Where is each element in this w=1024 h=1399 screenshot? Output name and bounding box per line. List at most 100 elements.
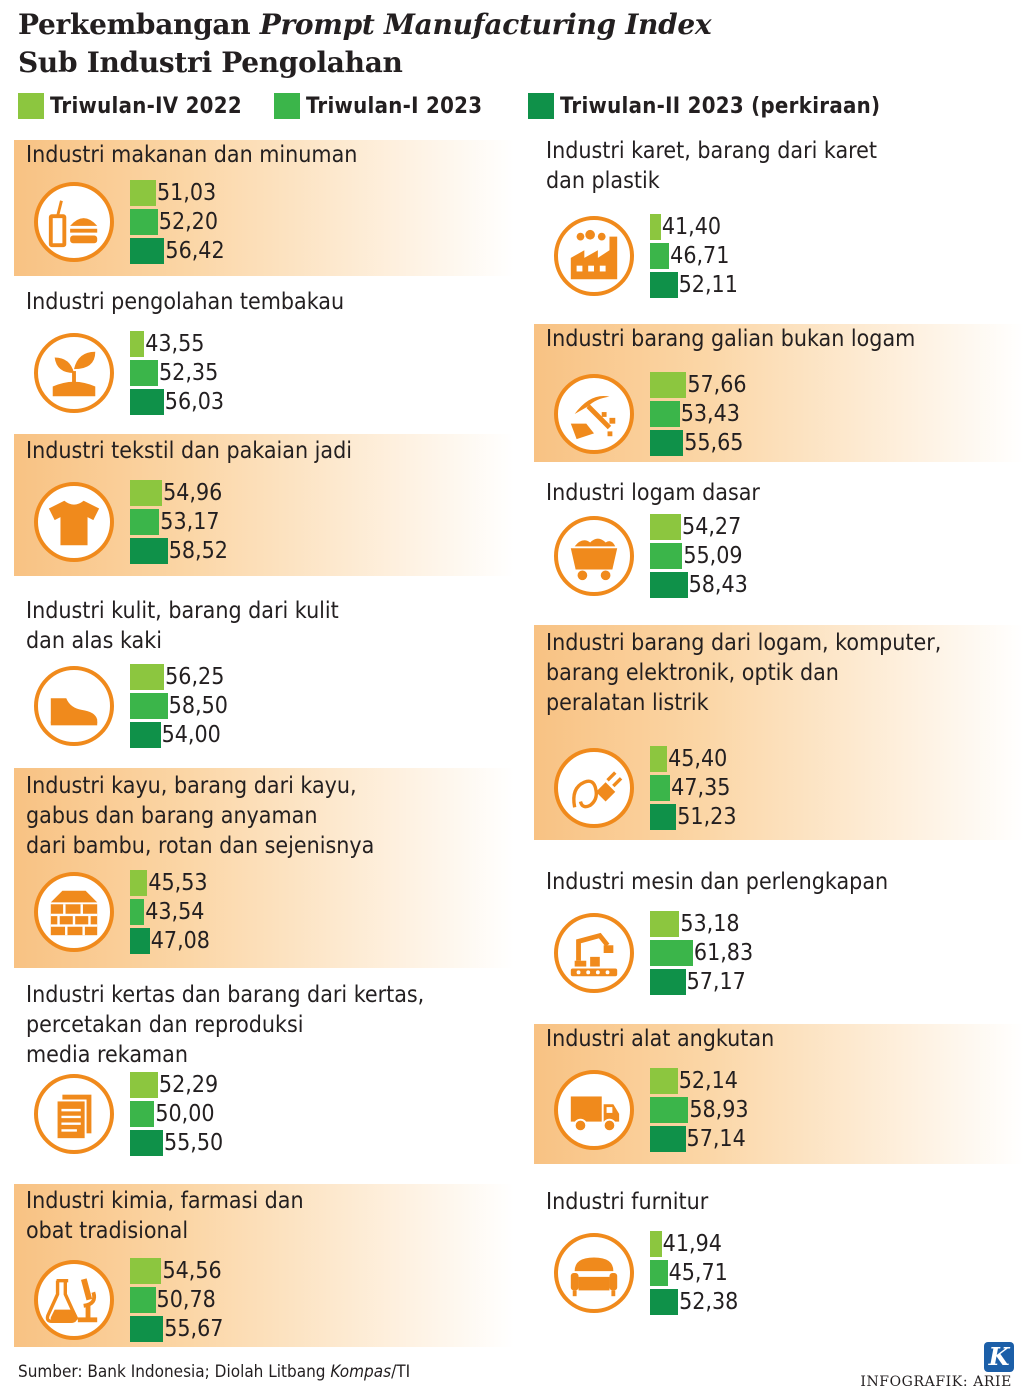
bar-q1_2023 [650, 1097, 689, 1123]
bar-value-label: 58,50 [168, 693, 228, 719]
legend-swatch [528, 93, 554, 119]
bar-q2_2023 [130, 389, 164, 415]
chart-title: Perkembangan Prompt Manufacturing Index S… [18, 8, 712, 79]
bar-value-label: 52,14 [678, 1068, 738, 1094]
bar-q1_2023 [130, 209, 158, 235]
legend-item-q1-2023: Triwulan-I 2023 [274, 92, 482, 120]
panel-title: Industri barang galian bukan logam [546, 326, 916, 352]
panel-title: Industri kulit, barang dari kulit dan al… [26, 598, 339, 654]
bar-q4_2022 [130, 180, 156, 206]
bar-q4_2022 [650, 1231, 662, 1257]
legend-swatch [274, 93, 300, 119]
bar-value-label: 47,08 [150, 928, 210, 954]
bar-value-label: 46,71 [670, 243, 730, 269]
bar-q1_2023 [130, 1287, 156, 1313]
plant-icon [34, 333, 114, 413]
bar-value-label: 53,18 [680, 911, 740, 937]
legend-item-q4-2022: Triwulan-IV 2022 [18, 92, 242, 120]
bar-value-label: 57,66 [687, 372, 747, 398]
bar-value-label: 45,40 [668, 746, 728, 772]
panel-title: Industri makanan dan minuman [26, 142, 358, 168]
bar-value-label: 53,17 [160, 509, 220, 535]
panel-title: Industri kimia, farmasi dan obat tradisi… [26, 1188, 304, 1244]
panel-title: Industri karet, barang dari karet dan pl… [546, 138, 877, 194]
bar-value-label: 52,29 [158, 1072, 219, 1098]
bar-q2_2023 [650, 969, 686, 995]
bar-q1_2023 [130, 1101, 155, 1127]
panel-title: Industri barang dari logam, komputer, ba… [546, 630, 942, 716]
panel-title: Industri kayu, barang dari kayu, gabus d… [26, 773, 375, 859]
legend-item-q2-2023: Triwulan-II 2023 (perkiraan) [528, 92, 880, 120]
bar-value-label: 45,53 [148, 870, 208, 896]
bar-value-label: 43,55 [145, 331, 205, 357]
bar-q1_2023 [650, 940, 693, 966]
robot-arm-icon [554, 913, 634, 993]
bar-value-label: 55,67 [164, 1316, 224, 1342]
factory-icon [554, 216, 634, 296]
bar-q4_2022 [650, 746, 668, 772]
bar-value-label: 56,03 [164, 389, 225, 415]
bar-value-label: 54,56 [162, 1258, 222, 1284]
legend-swatch [18, 93, 44, 119]
legend-label: Triwulan-I 2023 [306, 93, 483, 119]
bar-q2_2023 [650, 1289, 679, 1315]
bar-q4_2022 [130, 664, 165, 690]
bar-q4_2022 [650, 514, 682, 540]
bar-q2_2023 [650, 1126, 686, 1152]
bar-q4_2022 [130, 1072, 158, 1098]
tshirt-icon [34, 482, 114, 562]
bar-value-label: 41,40 [661, 214, 722, 240]
mine-cart-icon [554, 516, 634, 596]
bar-q4_2022 [130, 870, 148, 896]
panel-title: Industri mesin dan perlengkapan [546, 869, 889, 895]
bar-value-label: 51,23 [677, 804, 737, 830]
sofa-icon [554, 1233, 634, 1313]
bar-value-label: 52,35 [159, 360, 219, 386]
bar-value-label: 47,35 [671, 775, 731, 801]
chemistry-icon [34, 1260, 114, 1340]
bar-q2_2023 [130, 238, 165, 264]
bar-value-label: 58,52 [168, 538, 228, 564]
bar-value-label: 57,17 [686, 969, 746, 995]
bar-q2_2023 [130, 1130, 163, 1156]
bar-q4_2022 [650, 911, 680, 937]
bar-value-label: 54,00 [161, 722, 221, 748]
bar-q4_2022 [650, 1068, 678, 1094]
plug-icon [554, 748, 634, 828]
bar-q4_2022 [650, 372, 687, 398]
bar-value-label: 55,65 [684, 430, 744, 456]
food-drink-icon [34, 182, 114, 262]
panel-title: Industri alat angkutan [546, 1026, 775, 1052]
panel-title: Industri logam dasar [546, 480, 760, 506]
bar-value-label: 51,03 [156, 180, 217, 206]
bar-value-label: 55,09 [683, 543, 743, 569]
bar-value-label: 50,00 [155, 1101, 215, 1127]
bar-q1_2023 [130, 899, 145, 925]
bar-value-label: 50,78 [156, 1287, 216, 1313]
bar-q1_2023 [650, 243, 670, 269]
bar-q4_2022 [130, 1258, 162, 1284]
bar-q4_2022 [130, 480, 163, 506]
bar-value-label: 58,43 [688, 572, 748, 598]
bar-value-label: 56,25 [165, 664, 225, 690]
bar-q2_2023 [130, 722, 161, 748]
panel-title: Industri furnitur [546, 1189, 709, 1215]
bar-value-label: 56,42 [165, 238, 225, 264]
bar-q1_2023 [650, 1260, 668, 1286]
bar-q1_2023 [130, 360, 159, 386]
bar-q1_2023 [130, 509, 160, 535]
bar-value-label: 57,14 [686, 1126, 746, 1152]
bar-value-label: 55,50 [163, 1130, 224, 1156]
bar-value-label: 61,83 [693, 940, 754, 966]
bar-value-label: 53,43 [680, 401, 740, 427]
bar-q2_2023 [650, 430, 684, 456]
bar-q2_2023 [130, 538, 168, 564]
bar-value-label: 54,27 [682, 514, 742, 540]
bar-q4_2022 [650, 214, 661, 240]
panel-title: Industri tekstil dan pakaian jadi [26, 438, 352, 464]
panel-title: Industri pengolahan tembakau [26, 289, 345, 315]
shoe-icon [34, 666, 114, 746]
bar-q1_2023 [130, 693, 168, 719]
bar-value-label: 58,93 [689, 1097, 749, 1123]
bar-q2_2023 [130, 928, 150, 954]
